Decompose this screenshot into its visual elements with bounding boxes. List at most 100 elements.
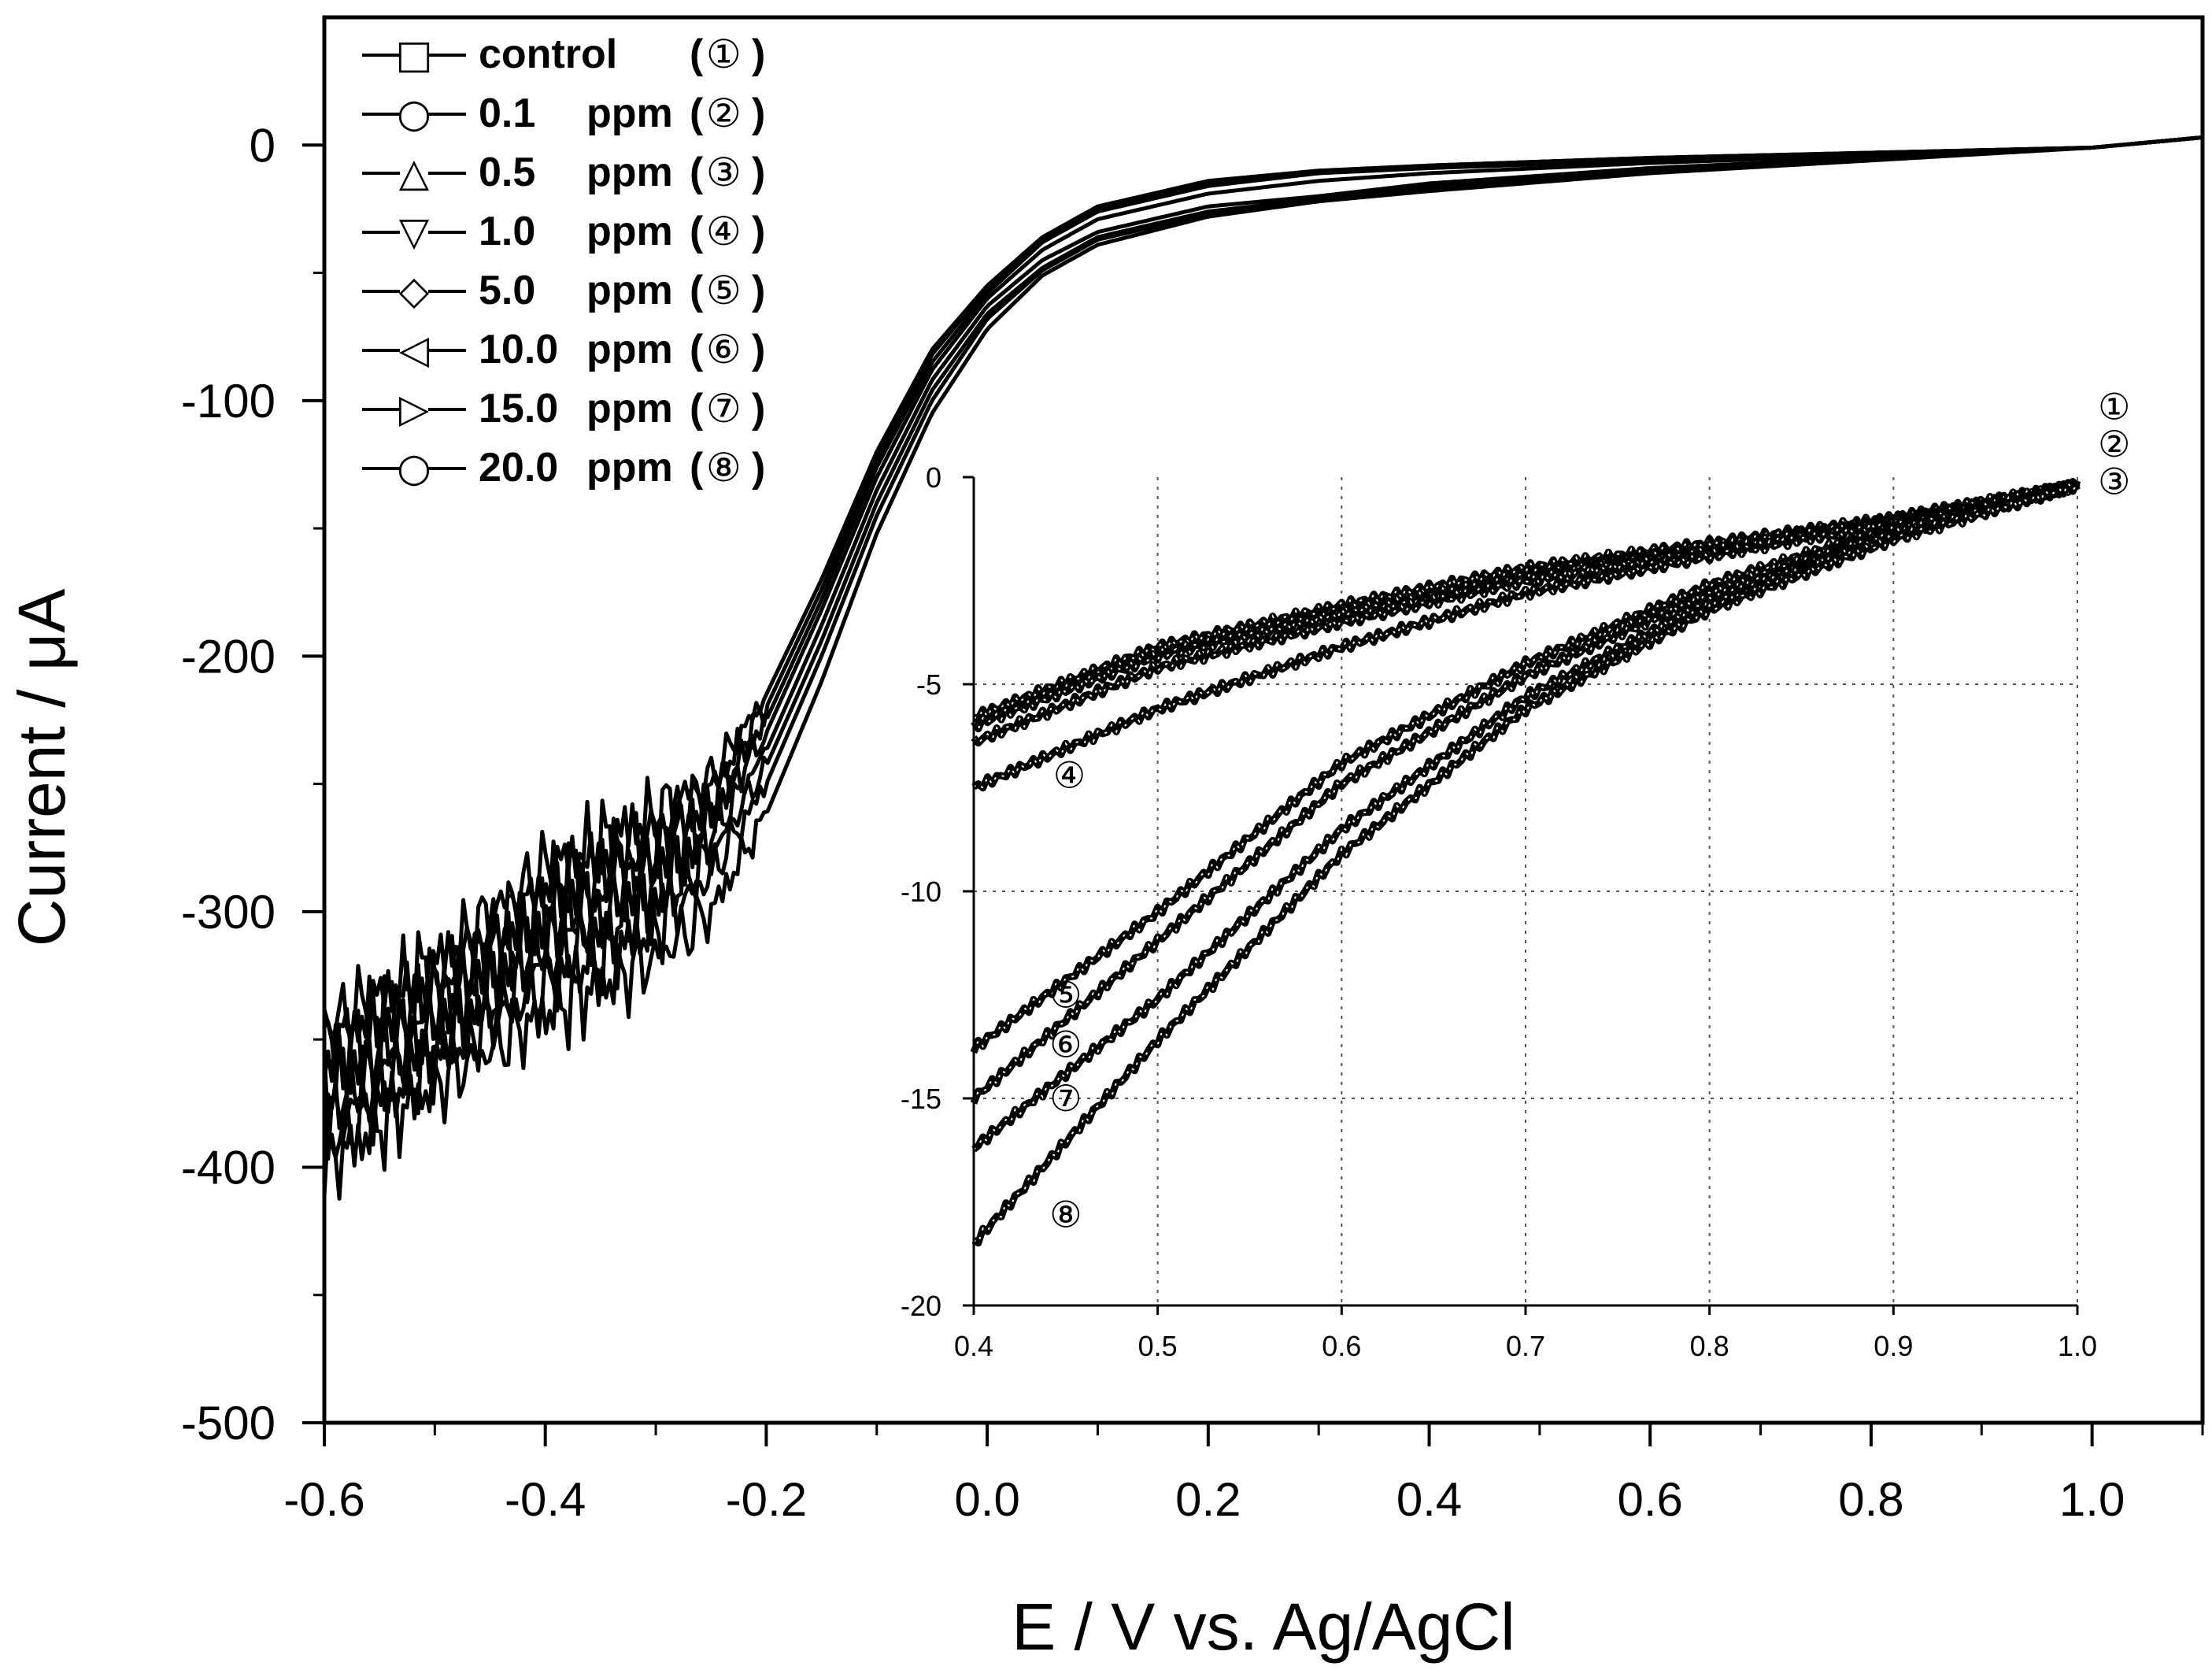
- legend-marker-icon: ▽: [399, 209, 430, 254]
- legend-paren-close: ): [752, 386, 765, 431]
- legend-unit: ppm: [586, 91, 673, 136]
- legend-label: 10.0: [479, 327, 558, 372]
- inset-series-marker-dots: [973, 481, 2078, 1104]
- y-tick-label: 0: [250, 119, 276, 172]
- legend-label: 15.0: [479, 386, 558, 431]
- inset-grid: [974, 477, 2078, 1305]
- legend-item: ○ 20.0 ppm (⑧): [362, 445, 765, 491]
- legend-marker-icon: ◇: [399, 268, 430, 313]
- inset-curve-label: ⑦: [1049, 1077, 1082, 1120]
- y-tick-label: -400: [181, 1141, 276, 1194]
- legend-marker-icon: ○: [397, 445, 431, 491]
- legend-paren-close: ): [752, 31, 765, 77]
- legend-number: ⑦: [706, 386, 742, 431]
- legend-unit: ppm: [586, 327, 673, 372]
- x-tick-label: -0.6: [283, 1473, 364, 1526]
- legend-number: ①: [706, 31, 742, 77]
- legend-paren-open: (: [690, 209, 704, 254]
- inset-curve-label: ②: [2098, 423, 2130, 465]
- legend-number: ⑧: [706, 445, 742, 491]
- x-tick-label: 1.0: [2059, 1473, 2125, 1526]
- legend-paren-close: ): [752, 150, 765, 195]
- legend-paren-close: ): [752, 327, 765, 372]
- inset-y-axis: 0 -5 -10 -15 -20: [901, 461, 974, 1322]
- legend-label: 0.5: [479, 150, 535, 195]
- legend-marker-backdrop: [400, 217, 428, 248]
- inset-x-tick-label: 0.6: [1322, 1330, 1361, 1362]
- x-tick-label: 0.6: [1618, 1473, 1683, 1526]
- inset-x-tick-label: 0.7: [1506, 1330, 1545, 1362]
- legend-label: 0.1: [479, 91, 535, 136]
- main-x-axis: -0.6 -0.4 -0.2 0.0 0.2 0.4 0.6 0.8 1.0: [283, 1423, 2204, 1526]
- legend-marker-backdrop: [400, 98, 428, 130]
- legend-paren-open: (: [690, 386, 704, 431]
- legend-item: ◇ 5.0 ppm (⑤): [362, 268, 765, 313]
- legend-marker-icon: ○: [397, 91, 431, 136]
- inset-series-group: [970, 478, 2081, 1247]
- legend-paren-open: (: [690, 31, 704, 77]
- y-tick-label: -200: [181, 630, 276, 683]
- legend-label: 5.0: [479, 268, 535, 313]
- legend-item: △ 0.5 ppm (③): [362, 150, 765, 195]
- y-tick-label: -100: [181, 375, 276, 428]
- legend-item: □ control (①): [362, 31, 765, 77]
- x-axis-title: E / V vs. Ag/AgCl: [1012, 1590, 1515, 1664]
- y-tick-label: -300: [181, 886, 276, 939]
- inset-curve-label: ①: [2098, 386, 2130, 428]
- legend-marker-backdrop: [400, 157, 428, 189]
- inset-y-tick-label: 0: [926, 461, 941, 494]
- inset-series-marker-dots: [973, 480, 2078, 790]
- legend-number: ③: [706, 150, 742, 195]
- inset-chart: 0.4 0.5 0.6 0.7 0.8 0.9 1.0 0 -5 -10 -15 -20 ①②③ ④ ⑤…: [901, 386, 2130, 1362]
- inset-curve-label: ⑧: [1049, 1193, 1082, 1235]
- legend-marker-icon: ◁: [398, 327, 430, 372]
- legend-number: ⑤: [706, 268, 742, 313]
- legend-marker-backdrop: [400, 453, 428, 484]
- legend-marker-icon: ▷: [399, 386, 430, 431]
- main-y-axis: 0 -100 -200 -300 -400 -500: [181, 119, 324, 1450]
- inset-curve-label: ④: [1053, 754, 1086, 797]
- legend-marker-backdrop: [400, 276, 428, 307]
- legend-paren-open: (: [690, 445, 704, 491]
- x-tick-label: 0.8: [1838, 1473, 1903, 1526]
- legend-label: 20.0: [479, 445, 558, 491]
- main-plot-frame: [322, 15, 2205, 1425]
- inset-y-tick-label: -5: [916, 668, 941, 701]
- main-series-line: [322, 135, 2203, 1201]
- inset-x-axis: 0.4 0.5 0.6 0.7 0.8 0.9 1.0: [954, 1305, 2097, 1362]
- y-axis-title: Current / μA: [5, 589, 79, 947]
- legend-item: ◁ 10.0 ppm (⑥): [362, 327, 765, 372]
- x-tick-label: 0.0: [954, 1473, 1019, 1526]
- inset-series-line: [971, 480, 2081, 1247]
- legend-paren-close: ): [752, 91, 765, 136]
- inset-curve-label: ③: [2098, 460, 2130, 502]
- legend-number: ④: [706, 209, 742, 254]
- legend-unit: ppm: [586, 445, 673, 491]
- inset-y-tick-label: -20: [901, 1290, 941, 1322]
- main-chart: -0.6 -0.4 -0.2 0.0 0.2 0.4 0.6 0.8 1.0 0-100-200…: [5, 15, 2205, 1664]
- legend-marker-icon: □: [395, 31, 432, 77]
- legend-paren-open: (: [690, 268, 704, 313]
- legend-item: ○ 0.1 ppm (②): [362, 91, 765, 136]
- legend-unit: ppm: [586, 268, 673, 313]
- legend-paren-close: ): [752, 445, 765, 491]
- legend-paren-close: ): [752, 268, 765, 313]
- inset-x-tick-label: 0.4: [954, 1330, 993, 1362]
- inset-y-tick-label: -10: [901, 876, 941, 908]
- legend-unit: ppm: [586, 150, 673, 195]
- legend-marker-backdrop: [400, 394, 428, 425]
- legend-paren-open: (: [690, 150, 704, 195]
- legend-unit: ppm: [586, 209, 673, 254]
- inset-x-tick-label: 0.8: [1690, 1330, 1729, 1362]
- inset-curve-label: ⑥: [1049, 1024, 1082, 1066]
- x-tick-label: 0.2: [1175, 1473, 1241, 1526]
- inset-series-line: [970, 479, 2080, 1054]
- legend: □ control(①)○ 0.1 ppm(②)△ 0.5 ppm(③)▽ 1.0 ppm(④…: [362, 31, 765, 491]
- x-tick-label: -0.4: [505, 1473, 586, 1526]
- legend-label: 1.0: [479, 209, 535, 254]
- legend-number: ⑥: [706, 327, 742, 372]
- inset-x-tick-label: 0.9: [1874, 1330, 1913, 1362]
- legend-marker-icon: △: [399, 150, 430, 195]
- legend-paren-close: ): [752, 209, 765, 254]
